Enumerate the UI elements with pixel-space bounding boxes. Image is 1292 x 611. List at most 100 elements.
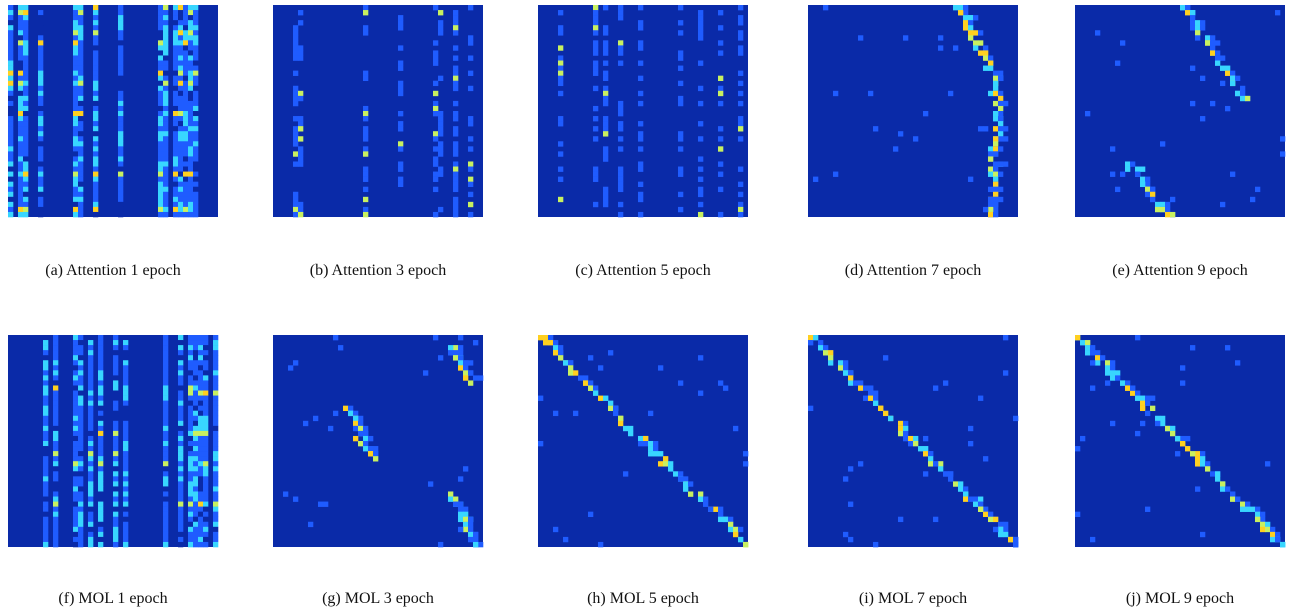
heatmap-cell: [678, 146, 684, 152]
heatmap-cell: [93, 206, 99, 213]
heatmap-cell: [123, 496, 129, 502]
heatmap-cell: [158, 156, 164, 162]
heatmap-cell: [193, 186, 199, 193]
heatmap-cell: [353, 420, 359, 427]
heatmap-cell: [158, 20, 164, 26]
heatmap-cell: [468, 360, 474, 366]
heatmap-cell: [8, 121, 14, 127]
heatmap-cell: [1240, 90, 1246, 97]
heatmap-cell: [1165, 201, 1171, 208]
heatmap-cell: [333, 410, 339, 417]
heatmap-cell: [98, 446, 104, 452]
heatmap-cell: [1200, 75, 1206, 82]
heatmap-cell: [38, 20, 44, 26]
heatmap-cell: [88, 516, 94, 523]
heatmap-cell: [8, 151, 14, 157]
heatmap-cell: [298, 10, 304, 16]
heatmap-cell: [178, 446, 184, 452]
heatmap-cell: [188, 70, 194, 76]
heatmap-cell: [73, 446, 79, 452]
heatmap-cell: [183, 50, 189, 56]
heatmap-cell: [373, 456, 379, 462]
heatmap-cell: [93, 201, 99, 208]
heatmap-cell: [198, 541, 204, 548]
heatmap-cell: [163, 506, 169, 512]
heatmap-cell: [23, 10, 29, 16]
heatmap-cell: [643, 441, 649, 447]
heatmap-cell: [463, 370, 469, 376]
heatmap-cell: [78, 385, 84, 391]
heatmap-cell: [463, 511, 469, 518]
heatmap-cell: [458, 506, 464, 512]
heatmap-cell: [78, 35, 84, 41]
heatmap-cell: [113, 451, 119, 457]
heatmap-cell: [163, 176, 169, 182]
heatmap-cell: [688, 481, 694, 487]
heatmap-cell: [458, 355, 464, 361]
heatmap-cell: [458, 345, 464, 351]
heatmap-cell: [18, 25, 24, 31]
heatmap-cell: [23, 5, 29, 11]
heatmap-cell: [618, 176, 624, 182]
heatmap-cell: [78, 95, 84, 102]
heatmap-cell: [118, 116, 124, 122]
heatmap-cell: [593, 171, 599, 177]
heatmap-cell: [78, 146, 84, 152]
heatmap-cell: [188, 466, 194, 472]
heatmap-cell: [113, 435, 119, 442]
heatmap-cell: [1225, 65, 1231, 71]
heatmap-cell: [903, 425, 909, 432]
heatmap-cell: [98, 456, 104, 462]
heatmap-cell: [1215, 60, 1221, 66]
heatmap-cell: [118, 136, 124, 142]
heatmap-cell: [88, 395, 94, 401]
heatmap-cell: [823, 345, 829, 351]
heatmap-cell: [183, 156, 189, 162]
heatmap: [1075, 335, 1286, 548]
heatmap-cell: [1095, 360, 1101, 366]
heatmap-cell: [73, 420, 79, 427]
heatmap-cell: [73, 196, 79, 203]
heatmap-cell: [453, 206, 459, 213]
heatmap-cell: [53, 415, 59, 422]
heatmap-cell: [678, 471, 684, 477]
heatmap-cell: [1160, 141, 1166, 147]
heatmap-cell: [178, 461, 184, 467]
heatmap-cell: [928, 451, 934, 457]
heatmap-cell: [213, 375, 219, 381]
heatmap-cell: [973, 45, 979, 51]
heatmap-cell: [98, 380, 104, 386]
heatmap-cell: [188, 136, 194, 142]
heatmap-cell: [123, 531, 129, 538]
heatmap-cell: [1120, 171, 1126, 177]
heatmap-cell: [1155, 420, 1161, 427]
heatmap-cell: [163, 35, 169, 41]
heatmap-cell: [78, 531, 84, 538]
heatmap-cell: [203, 375, 209, 381]
heatmap-cell: [873, 126, 879, 132]
heatmap-cell: [18, 55, 24, 61]
heatmap-cell: [113, 521, 119, 528]
heatmap-cell: [163, 435, 169, 442]
heatmap-cell: [93, 126, 99, 132]
heatmap-cell: [453, 116, 459, 122]
heatmap-cell: [193, 441, 199, 447]
heatmap-cell: [568, 365, 574, 371]
heatmap-cell: [183, 186, 189, 193]
heatmap-cell: [8, 40, 14, 46]
heatmap-cell: [918, 446, 924, 452]
heatmap-cell: [583, 375, 589, 381]
heatmap-cell: [178, 60, 184, 66]
heatmap-cell: [453, 181, 459, 188]
heatmap-cell: [463, 466, 469, 472]
heatmap-cell: [163, 156, 169, 162]
heatmap-cell: [198, 521, 204, 528]
heatmap-cell: [158, 80, 164, 87]
heatmap: [8, 5, 218, 218]
heatmap-cell: [88, 360, 94, 366]
heatmap-cell: [113, 476, 119, 482]
heatmap-cell: [1145, 506, 1151, 512]
heatmap-cell: [453, 496, 459, 502]
heatmap-cell: [733, 425, 739, 432]
heatmap-cell: [113, 511, 119, 518]
